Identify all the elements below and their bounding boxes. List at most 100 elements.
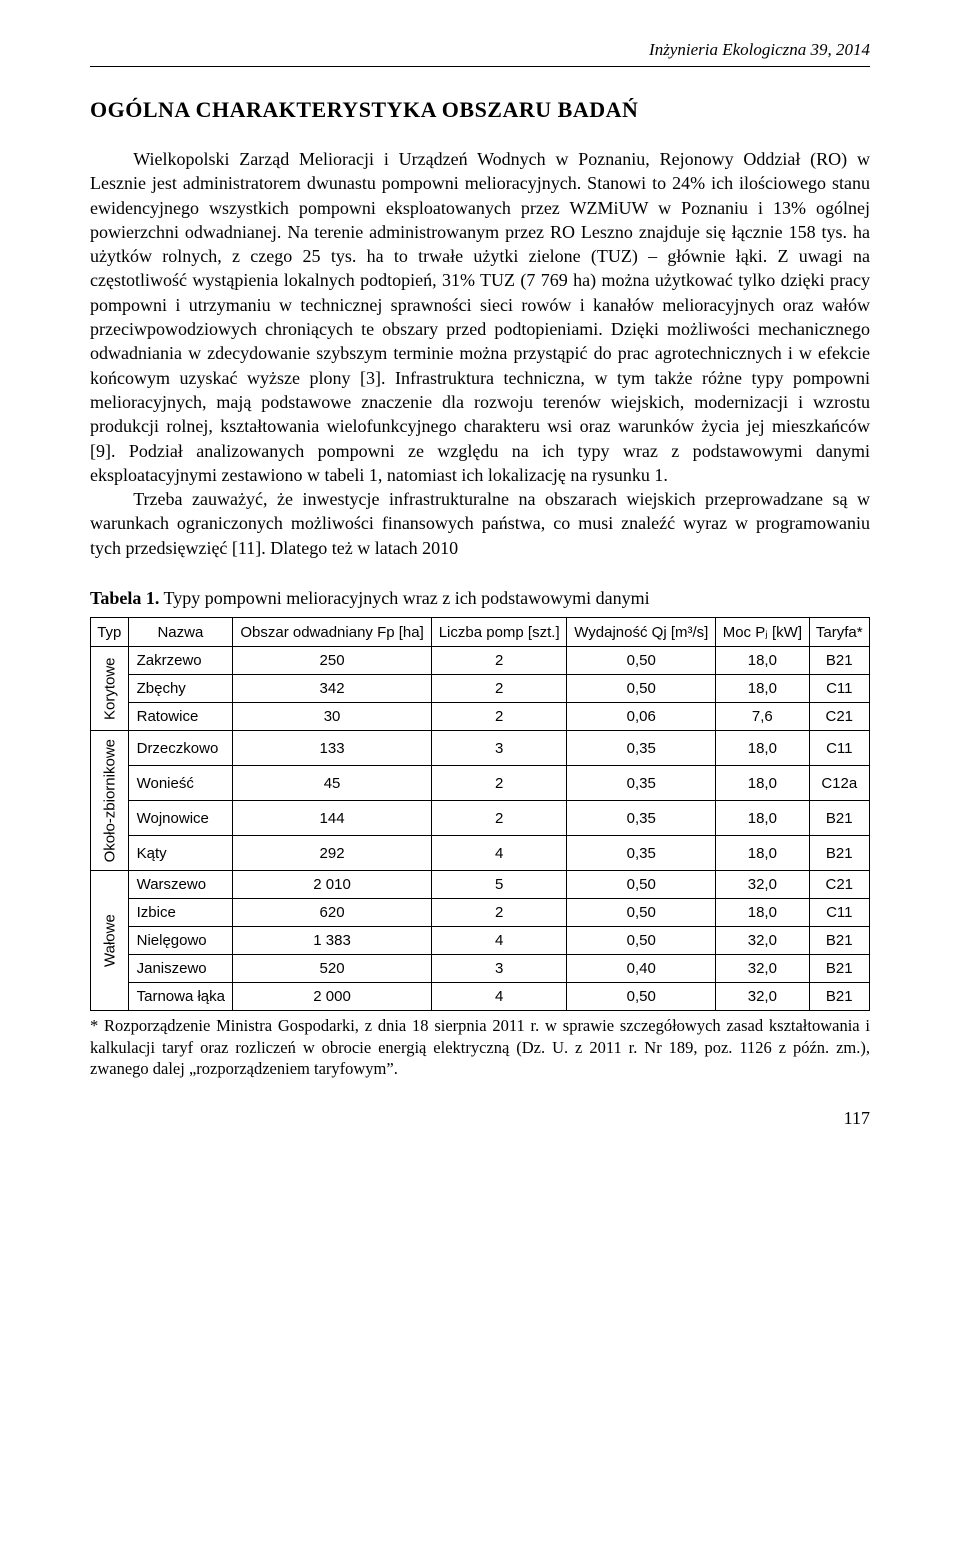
col-moc: Moc Pⱼ [kW] xyxy=(716,618,809,647)
data-table: Typ Nazwa Obszar odwadniany Fp [ha] Licz… xyxy=(90,617,870,1011)
cell-obszar: 342 xyxy=(233,675,432,703)
cell-moc: 18,0 xyxy=(716,766,809,801)
cell-obszar: 292 xyxy=(233,836,432,871)
cell-wydajnosc: 0,35 xyxy=(567,766,716,801)
cell-nazwa: Nielęgowo xyxy=(128,927,233,955)
table-row: Tarnowa łąka2 00040,5032,0B21 xyxy=(91,983,870,1011)
cell-moc: 32,0 xyxy=(716,927,809,955)
group-label: Około-zbiornikowe xyxy=(91,731,129,871)
cell-liczba: 2 xyxy=(431,801,566,836)
paragraph-1: Wielkopolski Zarząd Melioracji i Urządze… xyxy=(90,147,870,487)
cell-obszar: 144 xyxy=(233,801,432,836)
table-row: Wojnowice14420,3518,0B21 xyxy=(91,801,870,836)
cell-nazwa: Ratowice xyxy=(128,703,233,731)
cell-moc: 32,0 xyxy=(716,955,809,983)
table-row: Janiszewo52030,4032,0B21 xyxy=(91,955,870,983)
table-row: KorytoweZakrzewo25020,5018,0B21 xyxy=(91,647,870,675)
section-title: OGÓLNA CHARAKTERYSTYKA OBSZARU BADAŃ xyxy=(90,97,870,123)
cell-moc: 7,6 xyxy=(716,703,809,731)
table-caption-prefix: Tabela 1. xyxy=(90,588,159,608)
cell-obszar: 1 383 xyxy=(233,927,432,955)
col-liczba: Liczba pomp [szt.] xyxy=(431,618,566,647)
cell-moc: 18,0 xyxy=(716,836,809,871)
table-row: WałoweWarszewo2 01050,5032,0C21 xyxy=(91,871,870,899)
col-taryfa: Taryfa* xyxy=(809,618,869,647)
table-row: Zbęchy34220,5018,0C11 xyxy=(91,675,870,703)
cell-taryfa: C21 xyxy=(809,871,869,899)
table-caption-text: Typy pompowni melioracyjnych wraz z ich … xyxy=(159,588,649,608)
cell-nazwa: Janiszewo xyxy=(128,955,233,983)
cell-liczba: 2 xyxy=(431,675,566,703)
cell-taryfa: B21 xyxy=(809,836,869,871)
group-label: Korytowe xyxy=(91,647,129,731)
cell-wydajnosc: 0,06 xyxy=(567,703,716,731)
cell-obszar: 45 xyxy=(233,766,432,801)
cell-taryfa: C21 xyxy=(809,703,869,731)
cell-wydajnosc: 0,40 xyxy=(567,955,716,983)
col-obszar: Obszar odwadniany Fp [ha] xyxy=(233,618,432,647)
cell-wydajnosc: 0,50 xyxy=(567,899,716,927)
cell-moc: 18,0 xyxy=(716,731,809,766)
table-footnote: * Rozporządzenie Ministra Gospodarki, z … xyxy=(90,1015,870,1079)
cell-wydajnosc: 0,50 xyxy=(567,983,716,1011)
cell-taryfa: B21 xyxy=(809,983,869,1011)
group-label: Wałowe xyxy=(91,871,129,1011)
table-row: Wonieść4520,3518,0C12a xyxy=(91,766,870,801)
paragraph-2: Trzeba zauważyć, że inwestycje infrastru… xyxy=(90,487,870,560)
cell-nazwa: Zakrzewo xyxy=(128,647,233,675)
cell-liczba: 2 xyxy=(431,766,566,801)
cell-liczba: 2 xyxy=(431,647,566,675)
header-journal: Inżynieria Ekologiczna 39, 2014 xyxy=(90,40,870,67)
cell-obszar: 133 xyxy=(233,731,432,766)
cell-obszar: 2 000 xyxy=(233,983,432,1011)
cell-wydajnosc: 0,50 xyxy=(567,927,716,955)
table-caption: Tabela 1. Typy pompowni melioracyjnych w… xyxy=(90,588,870,609)
cell-liczba: 2 xyxy=(431,899,566,927)
page-number: 117 xyxy=(90,1108,870,1129)
body-text: Wielkopolski Zarząd Melioracji i Urządze… xyxy=(90,147,870,560)
cell-liczba: 4 xyxy=(431,927,566,955)
cell-taryfa: C11 xyxy=(809,899,869,927)
cell-liczba: 4 xyxy=(431,836,566,871)
cell-moc: 18,0 xyxy=(716,675,809,703)
cell-taryfa: B21 xyxy=(809,647,869,675)
cell-moc: 32,0 xyxy=(716,983,809,1011)
cell-obszar: 520 xyxy=(233,955,432,983)
cell-liczba: 2 xyxy=(431,703,566,731)
table-header-row: Typ Nazwa Obszar odwadniany Fp [ha] Licz… xyxy=(91,618,870,647)
cell-nazwa: Kąty xyxy=(128,836,233,871)
cell-liczba: 3 xyxy=(431,731,566,766)
cell-nazwa: Warszewo xyxy=(128,871,233,899)
cell-moc: 18,0 xyxy=(716,801,809,836)
cell-taryfa: B21 xyxy=(809,801,869,836)
cell-nazwa: Wojnowice xyxy=(128,801,233,836)
col-wydajnosc: Wydajność Qj [m³/s] xyxy=(567,618,716,647)
cell-wydajnosc: 0,35 xyxy=(567,801,716,836)
cell-moc: 18,0 xyxy=(716,647,809,675)
cell-wydajnosc: 0,35 xyxy=(567,731,716,766)
table-row: Ratowice3020,067,6C21 xyxy=(91,703,870,731)
cell-wydajnosc: 0,50 xyxy=(567,675,716,703)
table-row: Izbice62020,5018,0C11 xyxy=(91,899,870,927)
cell-moc: 32,0 xyxy=(716,871,809,899)
cell-nazwa: Izbice xyxy=(128,899,233,927)
cell-liczba: 5 xyxy=(431,871,566,899)
col-nazwa: Nazwa xyxy=(128,618,233,647)
cell-nazwa: Wonieść xyxy=(128,766,233,801)
cell-taryfa: C12a xyxy=(809,766,869,801)
table-row: Kąty29240,3518,0B21 xyxy=(91,836,870,871)
cell-taryfa: C11 xyxy=(809,675,869,703)
cell-obszar: 620 xyxy=(233,899,432,927)
cell-wydajnosc: 0,50 xyxy=(567,871,716,899)
cell-obszar: 30 xyxy=(233,703,432,731)
cell-liczba: 3 xyxy=(431,955,566,983)
cell-wydajnosc: 0,50 xyxy=(567,647,716,675)
cell-obszar: 2 010 xyxy=(233,871,432,899)
col-typ: Typ xyxy=(91,618,129,647)
cell-moc: 18,0 xyxy=(716,899,809,927)
cell-nazwa: Drzeczkowo xyxy=(128,731,233,766)
cell-taryfa: C11 xyxy=(809,731,869,766)
table-row: Około-zbiornikoweDrzeczkowo13330,3518,0C… xyxy=(91,731,870,766)
cell-nazwa: Zbęchy xyxy=(128,675,233,703)
cell-nazwa: Tarnowa łąka xyxy=(128,983,233,1011)
